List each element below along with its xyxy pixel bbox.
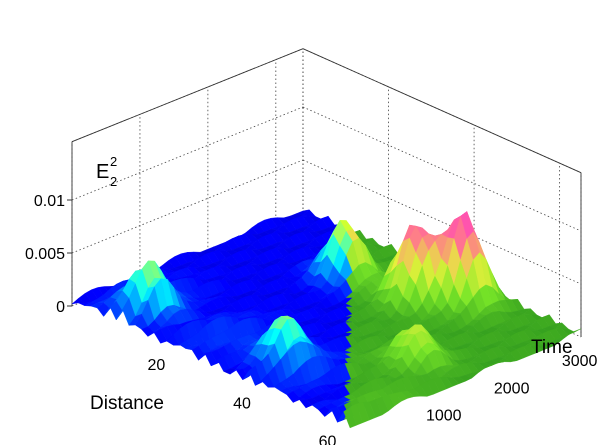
- z-axis-label-sub: 2: [110, 174, 117, 189]
- grid-line: [302, 106, 582, 232]
- x-tick-label: 20: [148, 357, 166, 374]
- grid-line: [71, 106, 304, 201]
- y-tick-label: 1000: [426, 408, 462, 425]
- x-tick-label: 60: [319, 433, 337, 445]
- axis-ticks: 0 0.005 0.01 20 40 60 1000 2000 3000: [25, 193, 598, 445]
- y-tick-label: 3000: [562, 353, 598, 370]
- z-axis-label: E: [96, 161, 109, 183]
- z-tick-label: 0: [56, 299, 65, 316]
- axes-grid: [71, 48, 582, 338]
- z-axis-label-main: E: [96, 161, 109, 183]
- surface-patch: [343, 406, 357, 429]
- surface-plot: [71, 209, 582, 429]
- y-axis-label: Time: [531, 337, 573, 358]
- x-axis-label: Distance: [90, 393, 164, 414]
- axis-line: [71, 48, 304, 143]
- grid-line: [71, 159, 304, 254]
- z-tick-label: 0.005: [25, 246, 65, 263]
- z-axis-label-sup: 2: [110, 154, 117, 169]
- axis-line: [302, 48, 582, 174]
- y-tick-label: 2000: [494, 380, 530, 397]
- x-tick-label: 40: [233, 395, 251, 412]
- grid-line: [302, 159, 582, 285]
- z-tick-label: 0.01: [34, 193, 65, 210]
